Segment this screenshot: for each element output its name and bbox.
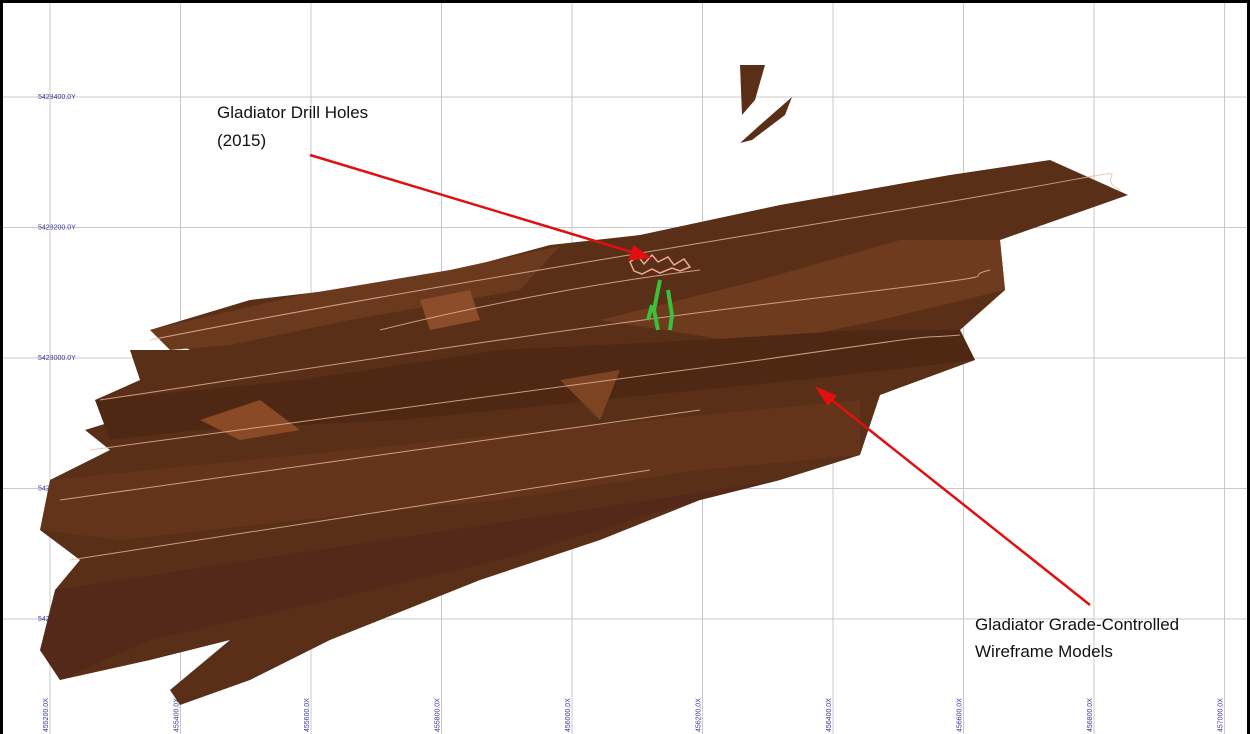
x-grid-label: 456600.0X xyxy=(957,698,964,732)
x-grid-label: 457000.0X xyxy=(1218,698,1225,732)
wireframe-models xyxy=(40,65,1128,705)
facet xyxy=(420,290,480,330)
facet xyxy=(200,400,300,440)
wireframe-fragment xyxy=(740,97,792,143)
facet xyxy=(40,480,780,680)
y-grid-label: 5428000.0Y xyxy=(38,355,76,362)
y-grid-label: 5428400.0Y xyxy=(38,94,76,101)
x-grid-label: 456200.0X xyxy=(696,698,703,732)
arrows xyxy=(309,153,1091,606)
wireframe-fragment xyxy=(740,65,765,115)
annotation: Gladiator Drill Holes (2015) xyxy=(217,103,368,150)
x-grid-label: 455400.0X xyxy=(174,698,181,732)
x-grid-label: 455600.0X xyxy=(304,698,311,732)
facet xyxy=(95,330,975,440)
facet xyxy=(560,370,620,420)
annotation-line: Gladiator Grade-Controlled xyxy=(975,615,1179,634)
annotation-line: Gladiator Drill Holes xyxy=(217,103,368,122)
x-grid-label: 455800.0X xyxy=(435,698,442,732)
x-grid-label: 456800.0X xyxy=(1087,698,1094,732)
x-grid-label: 455200.0X xyxy=(43,698,50,732)
x-grid-label: 456400.0X xyxy=(826,698,833,732)
annotation-line: Wireframe Models xyxy=(975,642,1113,661)
facet xyxy=(600,240,1005,345)
contour-lines xyxy=(59,173,1121,561)
facet xyxy=(150,246,560,350)
drill-holes xyxy=(629,253,692,331)
annotation-line: (2015) xyxy=(217,131,266,150)
y-grid-label: 5428200.0Y xyxy=(38,225,76,232)
annotation: Gladiator Grade-Controlled Wireframe Mod… xyxy=(975,615,1179,661)
x-grid-label: 456000.0X xyxy=(565,698,572,732)
facet xyxy=(40,400,860,540)
